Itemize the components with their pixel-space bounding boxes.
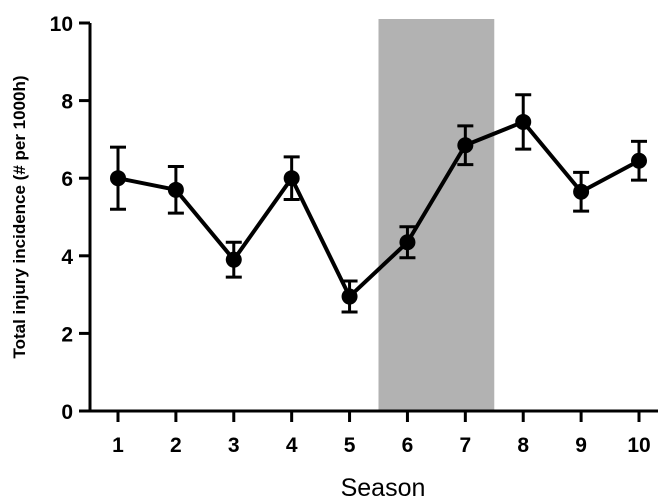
y-tick-label: 0 [61, 401, 73, 424]
data-point [283, 170, 300, 187]
highlight-band [378, 19, 495, 411]
data-point [167, 181, 184, 198]
data-points [110, 113, 647, 305]
data-point [399, 234, 416, 251]
series-line [117, 119, 640, 299]
data-point [631, 152, 647, 169]
data-point [457, 137, 474, 154]
x-axis-title: Season [341, 474, 426, 502]
y-axis-title: Total injury incidence (# per 1000h) [10, 75, 29, 358]
x-tick-label: 7 [459, 434, 471, 457]
y-tick-label: 2 [61, 323, 73, 346]
x-tick-label: 2 [170, 434, 182, 457]
x-tick-labels: 1 2 3 4 5 6 7 8 9 10 [112, 434, 651, 457]
x-tick-label: 5 [344, 434, 356, 457]
y-tick-label: 4 [61, 246, 73, 269]
data-point [515, 113, 532, 130]
y-tick-label: 6 [61, 168, 73, 191]
x-tick-label: 9 [575, 434, 587, 457]
x-tick-label: 4 [286, 434, 298, 457]
data-point [341, 288, 358, 305]
x-tick-label: 10 [627, 434, 650, 457]
x-tick-label: 6 [402, 434, 414, 457]
x-tick-label: 3 [228, 434, 240, 457]
y-tick-labels: 0 2 4 6 8 10 [50, 13, 74, 424]
data-point [225, 251, 242, 268]
data-point [110, 170, 126, 187]
data-point [573, 183, 590, 200]
y-tick-label: 8 [61, 91, 73, 114]
axes [79, 21, 658, 422]
y-tick-label: 10 [50, 13, 73, 36]
x-tick-label: 1 [112, 434, 124, 457]
x-tick-label: 8 [517, 434, 529, 457]
